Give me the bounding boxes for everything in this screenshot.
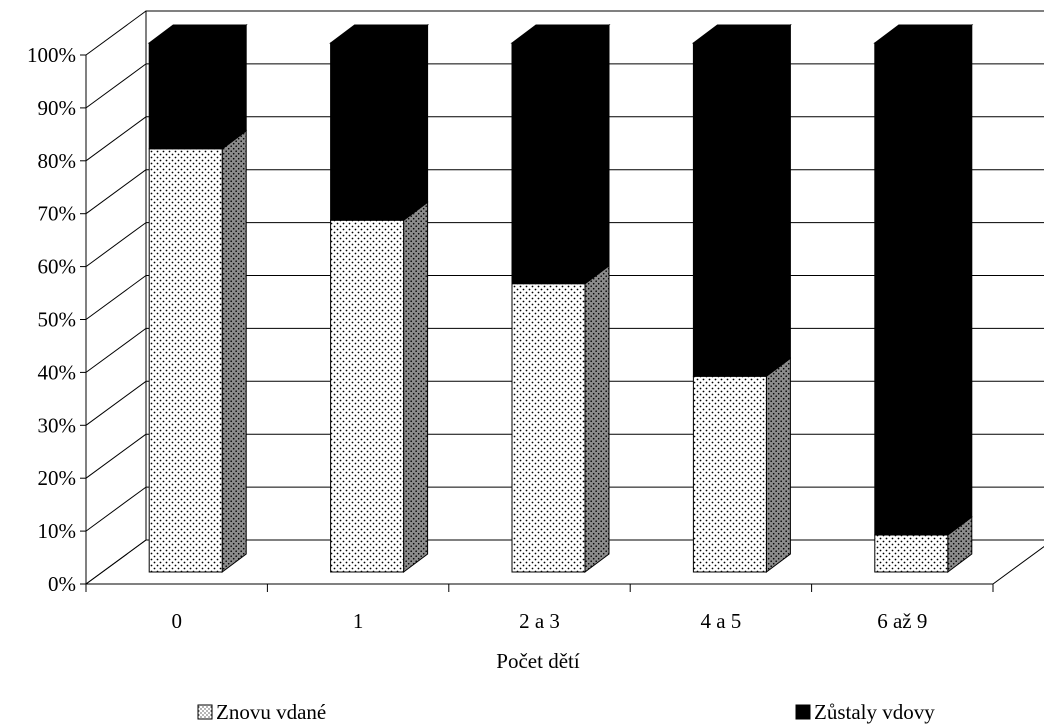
legend-swatch-zustaly-vdovy xyxy=(795,704,811,720)
y-tick-labels: 0% 10% 20% 30% 40% 50% 60% 70% 80% 90% 100% xyxy=(27,43,76,596)
bar-0-znovu-vdane-side xyxy=(221,129,247,573)
bar-0-znovu-vdane-front xyxy=(148,148,223,573)
y-tick-label: 80% xyxy=(38,149,77,173)
bar-1-zustaly-vdovy xyxy=(329,24,430,222)
legend-label-zustaly-vdovy: Zůstaly vdovy xyxy=(814,700,935,724)
y-tick-label: 40% xyxy=(38,360,77,384)
y-tick-label: 20% xyxy=(38,466,77,490)
bar-0-zustaly-vdovy-side xyxy=(221,24,247,150)
bar-1-znovu-vdane-side xyxy=(403,201,429,573)
legend-swatch-znovu-vdane xyxy=(197,704,213,720)
y-tick-label: 60% xyxy=(38,255,77,279)
x-tick-label: 1 xyxy=(353,609,364,633)
bar-4-a-5-znovu-vdane-front xyxy=(692,375,767,573)
bar-2-a-3-zustaly-vdovy xyxy=(510,24,611,285)
side-gridline xyxy=(85,380,147,426)
bar-0-zustaly-vdovy-top xyxy=(147,24,248,44)
x-tick-label: 4 a 5 xyxy=(700,609,741,633)
y-tick-label: 10% xyxy=(38,519,77,543)
y-tick-label: 100% xyxy=(27,43,76,67)
axes xyxy=(80,54,994,592)
bar-4-a-5-zustaly-vdovy-side xyxy=(765,24,791,378)
bar-2-a-3-znovu-vdane-front xyxy=(511,283,586,573)
side-gridline xyxy=(85,63,147,109)
bar-2-a-3-znovu-vdane-side xyxy=(584,264,610,573)
side-gridline xyxy=(85,433,147,479)
x-axis-title: Počet dětí xyxy=(496,649,580,673)
bar-1-zustaly-vdovy-side xyxy=(403,24,429,222)
bar-6-až-9-zustaly-vdovy-top xyxy=(873,24,974,44)
y-tick-label: 30% xyxy=(38,413,77,437)
side-gridline xyxy=(85,169,147,215)
bar-1-zustaly-vdovy-front xyxy=(330,42,405,221)
bar-2-a-3-znovu-vdane xyxy=(511,264,610,573)
bar-4-a-5-znovu-vdane xyxy=(692,357,791,573)
bar-0-zustaly-vdovy xyxy=(147,24,248,150)
x-tick-label: 6 až 9 xyxy=(877,609,927,633)
side-gridline xyxy=(85,327,147,373)
side-gridline xyxy=(85,275,147,320)
bar-4-a-5-zustaly-vdovy xyxy=(691,24,792,378)
bar-0-zustaly-vdovy-front xyxy=(148,42,223,150)
side-gridline xyxy=(85,10,147,56)
y-tick-label: 50% xyxy=(38,308,77,332)
side-gridline xyxy=(85,539,147,585)
y-tick-label: 70% xyxy=(38,202,77,226)
legend-label-znovu-vdane: Znovu vdané xyxy=(216,700,326,724)
x-tick-label: 2 a 3 xyxy=(519,609,560,633)
side-gridline xyxy=(85,486,147,532)
y-tick-label: 0% xyxy=(48,572,76,596)
bar-2-a-3-zustaly-vdovy-front xyxy=(511,42,586,285)
x-tick-label: 0 xyxy=(171,609,182,633)
legend: Znovu vdané Zůstaly vdovy xyxy=(197,700,935,724)
bar-4-a-5-zustaly-vdovy-front xyxy=(692,42,767,377)
bar-6-až-9-zustaly-vdovy-side xyxy=(947,24,973,536)
bar-1-zustaly-vdovy-top xyxy=(329,24,430,44)
bar-6-až-9-zustaly-vdovy-front xyxy=(874,42,949,536)
bar-2-a-3-zustaly-vdovy-top xyxy=(510,24,611,44)
bar-1-znovu-vdane-front xyxy=(330,219,405,573)
bar-6-až-9-znovu-vdane-front xyxy=(874,534,949,573)
y-tick-label: 90% xyxy=(38,96,77,120)
bar-4-a-5-znovu-vdane-side xyxy=(765,357,791,573)
bar-6-až-9-zustaly-vdovy xyxy=(873,24,974,536)
bar-1-znovu-vdane xyxy=(330,201,429,573)
x-tick-labels: 0 1 2 a 3 4 a 5 6 až 9 xyxy=(171,609,927,633)
bar-2-a-3-zustaly-vdovy-side xyxy=(584,24,610,285)
bar-0-znovu-vdane xyxy=(148,129,247,573)
bar-4-a-5-zustaly-vdovy-top xyxy=(691,24,792,44)
bars xyxy=(147,24,974,573)
side-gridline xyxy=(85,222,147,268)
side-gridline xyxy=(85,116,147,162)
